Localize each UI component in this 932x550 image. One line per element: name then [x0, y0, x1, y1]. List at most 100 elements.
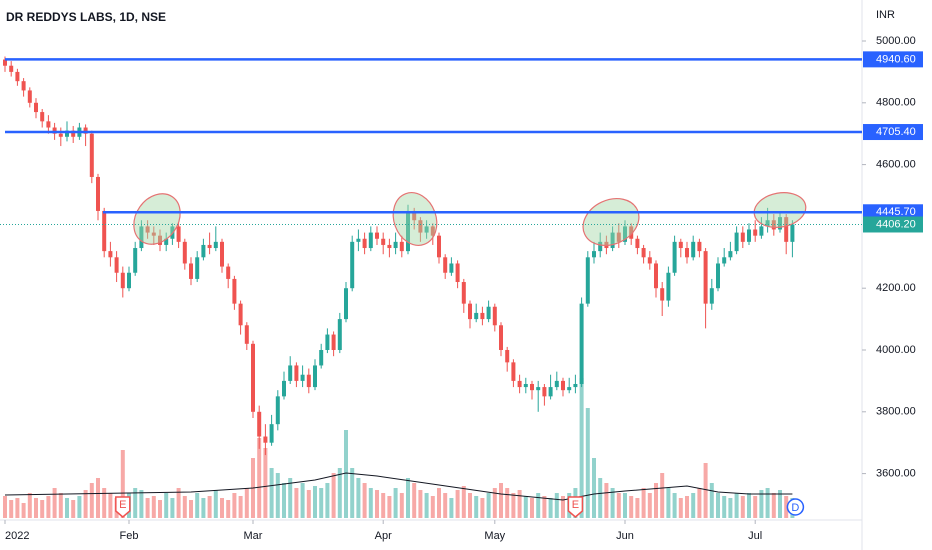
candle-body: [480, 312, 485, 320]
x-tick-label: Mar: [244, 530, 263, 542]
candle-body: [331, 334, 336, 350]
x-tick-label: Feb: [120, 530, 139, 542]
volume-bar: [300, 483, 305, 518]
candle-body: [716, 263, 720, 289]
candle-body: [437, 235, 441, 258]
volume-bar: [635, 498, 640, 518]
candle-body: [294, 365, 299, 381]
volume-bar: [486, 493, 491, 518]
candle-body: [393, 241, 398, 249]
candle-body: [424, 226, 429, 233]
candle-body: [306, 374, 311, 388]
volume-bar: [65, 498, 69, 518]
ellipse: [582, 197, 640, 247]
volume-bar: [554, 493, 559, 518]
candle-body: [263, 436, 268, 443]
volume-bar: [96, 478, 100, 518]
candle-body: [499, 325, 503, 350]
candle-body: [722, 257, 727, 264]
volume-bar: [133, 488, 138, 518]
volume-bar: [344, 430, 348, 518]
volume-bar: [83, 490, 88, 518]
candle-body: [9, 65, 14, 72]
candle-body: [567, 387, 572, 391]
candle-body: [3, 59, 7, 66]
level-label: 4705.40: [876, 126, 916, 138]
candle-body: [325, 334, 330, 350]
candle-body: [753, 229, 758, 236]
candle-body: [474, 312, 479, 320]
volume-bar: [759, 490, 764, 518]
volume-bar: [232, 493, 237, 518]
y-tick-label: 3800.00: [876, 406, 916, 418]
candle-body: [579, 303, 584, 384]
volume-bar: [499, 483, 503, 518]
volume-bar: [424, 493, 429, 518]
candle-body: [350, 241, 355, 289]
volume-bar: [753, 496, 758, 518]
candle-body: [734, 232, 739, 252]
candle-body: [319, 350, 324, 366]
candle-body: [52, 127, 57, 134]
candle-body: [703, 251, 708, 304]
volume-bar: [151, 496, 156, 518]
candle-body: [418, 220, 423, 233]
volume-bar: [102, 488, 107, 518]
volume-bar: [430, 496, 435, 518]
volume-bar: [771, 493, 776, 518]
candle-body: [455, 263, 460, 283]
chart-title: DR REDDYS LABS, 1D, NSE: [6, 10, 166, 24]
volume-bar: [288, 478, 293, 518]
candle-body: [709, 288, 714, 304]
volume-bar: [616, 493, 621, 518]
volume-bar: [244, 488, 249, 518]
candle-body: [65, 130, 69, 137]
volume-bar: [598, 478, 603, 518]
volume-bar: [740, 496, 745, 518]
candle-body: [778, 217, 782, 230]
volume-bar: [579, 378, 584, 518]
candle-body: [139, 226, 144, 249]
volume-bar: [623, 493, 627, 518]
volume-bar: [455, 490, 460, 518]
volume-bar: [505, 488, 510, 518]
candle-body: [220, 241, 224, 267]
candle-body: [269, 424, 274, 443]
event-label: E: [119, 499, 126, 511]
volume-bar: [220, 498, 224, 518]
candle-body: [145, 226, 150, 233]
volume-bar: [393, 488, 398, 518]
candle-body: [647, 257, 652, 264]
volume-bar: [536, 493, 541, 518]
candle-body: [536, 387, 541, 391]
candle-body: [257, 411, 262, 437]
candle-body: [740, 232, 745, 242]
volume-bar: [77, 496, 82, 518]
volume-bar: [778, 490, 782, 518]
candle-body: [213, 241, 218, 249]
candle-body: [238, 303, 243, 326]
volume-bar: [15, 498, 20, 518]
volume-bar: [492, 488, 497, 518]
candle-body: [685, 248, 689, 258]
candle-body: [207, 244, 212, 249]
price-label-bg: [863, 51, 923, 68]
volume-bar: [548, 498, 553, 518]
volume-bar: [610, 488, 615, 518]
candle-body: [182, 241, 187, 264]
volume-bar: [399, 493, 404, 518]
y-tick-label: 3600.00: [876, 468, 916, 480]
volume-bar: [678, 498, 683, 518]
volume-bar: [263, 448, 268, 518]
volume-bar: [158, 500, 162, 518]
candle-body: [275, 396, 280, 425]
candle-body: [412, 210, 417, 221]
candle-body: [585, 257, 590, 304]
volume-bar: [734, 493, 739, 518]
volume-bar: [71, 500, 76, 518]
volume-bar: [592, 458, 596, 518]
candle-body: [511, 362, 516, 381]
candle-body: [195, 257, 200, 279]
candle-body: [542, 387, 547, 397]
volume-bar: [530, 498, 534, 518]
